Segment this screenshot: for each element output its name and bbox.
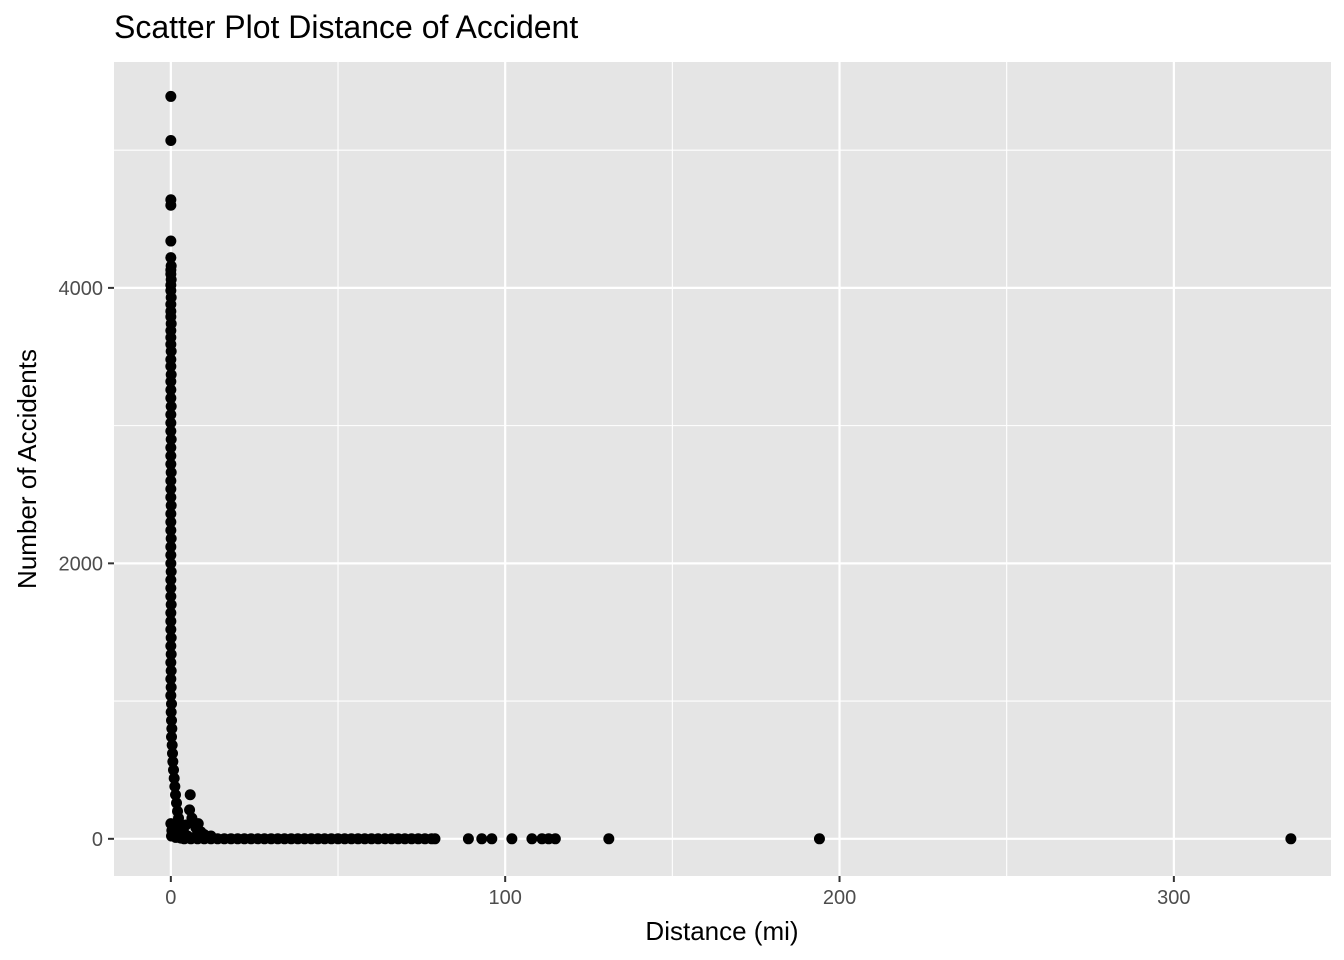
- data-point: [165, 135, 177, 147]
- data-point: [165, 466, 177, 478]
- data-point: [166, 714, 178, 726]
- data-point: [165, 360, 177, 372]
- data-point: [486, 833, 498, 845]
- data-point: [165, 549, 177, 561]
- x-axis-title: Distance (mi): [645, 916, 798, 946]
- data-point: [169, 780, 181, 792]
- data-point: [165, 400, 177, 412]
- data-point: [165, 665, 177, 677]
- data-point: [166, 739, 178, 751]
- data-point: [165, 516, 177, 528]
- data-point: [165, 566, 177, 578]
- data-point: [165, 450, 177, 462]
- chart-title: Scatter Plot Distance of Accident: [114, 9, 578, 45]
- data-point: [165, 345, 177, 357]
- data-point: [603, 833, 615, 845]
- data-point: [476, 833, 488, 845]
- data-point: [165, 475, 177, 487]
- plot-panel: [114, 62, 1331, 876]
- data-point: [166, 723, 178, 735]
- data-point: [165, 199, 177, 211]
- y-tick-label: 0: [92, 829, 103, 851]
- data-point: [165, 557, 177, 569]
- data-point: [166, 698, 178, 710]
- data-point: [462, 833, 474, 845]
- data-point: [165, 458, 177, 470]
- data-point: [167, 756, 179, 768]
- x-tick-label: 200: [823, 887, 856, 909]
- data-point: [165, 524, 177, 536]
- data-point: [165, 590, 177, 602]
- data-point: [165, 425, 177, 437]
- x-tick-label: 0: [165, 887, 176, 909]
- data-point: [165, 409, 177, 421]
- data-point: [165, 640, 177, 652]
- y-axis-title: Number of Accidents: [12, 349, 42, 589]
- data-point: [165, 673, 177, 685]
- x-tick-label: 300: [1157, 887, 1190, 909]
- data-point: [165, 681, 177, 693]
- data-point: [165, 483, 177, 495]
- data-points: [165, 90, 1297, 845]
- data-point: [165, 599, 177, 611]
- y-tick-label: 2000: [59, 553, 104, 575]
- data-point: [168, 764, 180, 776]
- data-point: [549, 833, 561, 845]
- data-point: [165, 533, 177, 545]
- data-point: [165, 632, 177, 644]
- data-point: [526, 833, 538, 845]
- data-point: [165, 376, 177, 388]
- data-point: [180, 819, 192, 831]
- data-point: [165, 690, 177, 702]
- data-point: [165, 615, 177, 627]
- data-point: [165, 235, 177, 247]
- minor-gridlines: [114, 62, 1331, 876]
- data-point: [429, 833, 441, 845]
- data-point: [168, 772, 180, 784]
- data-point: [165, 648, 177, 660]
- data-point: [166, 731, 178, 743]
- data-point: [165, 541, 177, 553]
- data-point: [165, 392, 177, 404]
- data-point: [506, 833, 518, 845]
- data-point: [165, 252, 177, 264]
- data-point: [165, 442, 177, 454]
- data-point: [165, 90, 177, 102]
- data-point: [165, 657, 177, 669]
- data-point: [165, 607, 177, 619]
- data-point: [165, 508, 177, 520]
- data-point: [171, 797, 183, 809]
- data-point: [184, 804, 196, 816]
- data-point: [165, 499, 177, 511]
- y-axis: 0 2000 4000: [59, 278, 114, 851]
- data-point: [184, 789, 196, 801]
- data-point: [165, 491, 177, 503]
- data-point: [165, 384, 177, 396]
- data-point: [165, 433, 177, 445]
- x-axis: 0 100 200 300: [165, 876, 1191, 909]
- data-point: [165, 582, 177, 594]
- data-point: [167, 747, 179, 759]
- data-point: [813, 833, 825, 845]
- data-point: [165, 417, 177, 429]
- data-point: [1285, 833, 1297, 845]
- data-point: [165, 706, 177, 718]
- data-point: [165, 623, 177, 635]
- data-point: [165, 574, 177, 586]
- data-point: [170, 789, 182, 801]
- y-tick-label: 4000: [59, 278, 104, 300]
- x-tick-label: 100: [488, 887, 521, 909]
